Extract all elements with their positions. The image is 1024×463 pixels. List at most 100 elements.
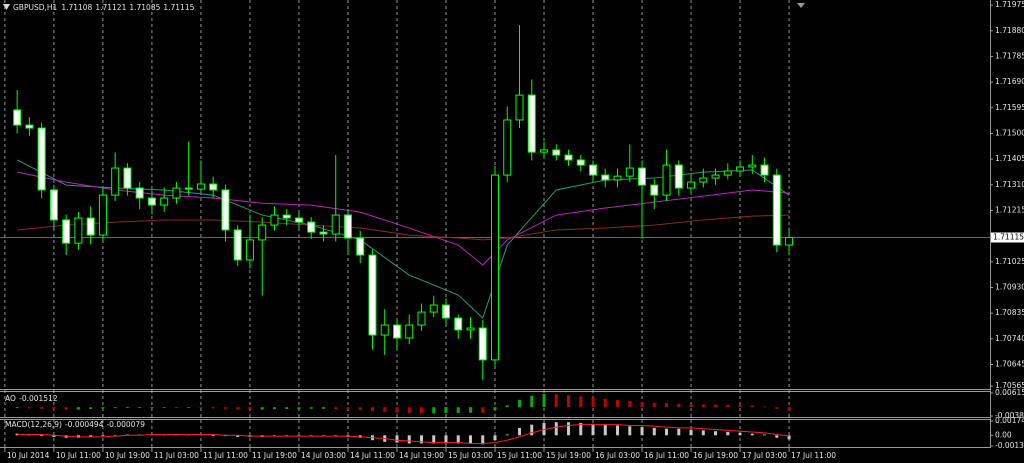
x-tick-label: 17 Jul 03:00 xyxy=(742,451,787,460)
histogram-bar xyxy=(27,407,31,409)
ao-header: AO -0.001512 xyxy=(5,394,58,403)
y-tick-label: 1.71975 xyxy=(995,0,1024,9)
histogram-bar xyxy=(395,435,399,443)
histogram-bar xyxy=(456,435,460,444)
candle-body xyxy=(380,324,389,336)
ao-title: AO xyxy=(5,394,16,403)
x-tick-label: 14 Jul 19:00 xyxy=(399,451,444,460)
candle-body xyxy=(25,124,34,129)
histogram-bar xyxy=(334,407,338,410)
histogram-bar xyxy=(750,405,754,408)
histogram-bar xyxy=(285,407,289,410)
histogram-bar xyxy=(530,424,534,436)
candle-body xyxy=(172,187,181,199)
histogram-bar xyxy=(726,404,730,408)
candle-body xyxy=(37,127,46,191)
histogram-bar xyxy=(738,405,742,408)
histogram-bar xyxy=(211,435,215,437)
histogram-bar xyxy=(652,402,656,408)
histogram-bar xyxy=(652,427,656,436)
y-tick-label: 0.001747 xyxy=(995,416,1024,425)
y-tick-label: -0.00131 xyxy=(995,441,1024,450)
histogram-bar xyxy=(591,423,595,436)
histogram-bar xyxy=(726,432,730,436)
candle-body xyxy=(687,181,696,189)
histogram-bar xyxy=(52,407,56,410)
histogram-bar xyxy=(616,425,620,436)
histogram-bar xyxy=(579,396,583,408)
candle-body xyxy=(466,327,475,331)
histogram-bar xyxy=(346,407,350,410)
candle-body xyxy=(625,167,634,177)
histogram-bar xyxy=(76,407,80,410)
header-high: 1.71121 xyxy=(95,3,126,12)
candle-body xyxy=(711,174,720,179)
candle-body xyxy=(552,149,561,156)
histogram-bar xyxy=(738,432,742,436)
candle-body xyxy=(221,189,230,231)
header-low: 1.71085 xyxy=(129,3,160,12)
candle-body xyxy=(62,219,71,244)
candle-body xyxy=(307,221,316,233)
histogram-bar xyxy=(358,407,362,411)
y-tick-label: 1.71690 xyxy=(995,77,1024,86)
histogram-bar xyxy=(677,403,681,408)
price-marker-label: 1.71115 xyxy=(993,233,1024,242)
candle-body xyxy=(736,166,745,172)
candle-body xyxy=(478,327,487,361)
histogram-bar xyxy=(518,399,522,408)
y-tick-label: 0.00 xyxy=(995,430,1012,439)
candle-body xyxy=(258,224,267,241)
histogram-bar xyxy=(272,407,276,410)
candle-body xyxy=(368,254,377,336)
x-tick-label: 11 Jul 03:00 xyxy=(154,451,199,460)
histogram-bar xyxy=(518,427,522,436)
x-tick-label: 10 Jul 2014 xyxy=(7,451,50,460)
histogram-bar xyxy=(113,407,117,409)
histogram-bar xyxy=(714,431,718,436)
histogram-bar xyxy=(603,424,607,436)
histogram-bar xyxy=(677,428,681,436)
histogram-bar xyxy=(89,435,93,437)
candle-body xyxy=(527,94,536,153)
candle-body xyxy=(772,174,781,246)
histogram-bar xyxy=(628,426,632,436)
histogram-bar xyxy=(432,407,436,414)
histogram-bar xyxy=(125,407,129,408)
histogram-bar xyxy=(775,435,779,438)
header-open: 1.71108 xyxy=(61,3,92,12)
histogram-bar xyxy=(248,407,252,410)
y-tick-label: 1.70645 xyxy=(995,359,1024,368)
candle-body xyxy=(86,217,95,236)
candle-body xyxy=(576,159,585,166)
histogram-bar xyxy=(763,434,767,436)
histogram-bar xyxy=(187,407,191,408)
candle-body xyxy=(564,154,573,161)
candle-body xyxy=(662,164,671,196)
candle-body xyxy=(147,197,156,206)
histogram-bar xyxy=(407,435,411,444)
histogram-bar xyxy=(150,407,154,408)
histogram-bar xyxy=(444,435,448,444)
x-tick-label: 16 Jul 11:00 xyxy=(644,451,689,460)
histogram-bar xyxy=(89,407,93,410)
histogram-bar xyxy=(775,407,779,410)
histogram-bar xyxy=(787,435,791,440)
signal-line xyxy=(17,424,790,444)
macd-header: MACD(12,26,9) -0.000494 -0.000079 xyxy=(5,420,145,429)
y-tick-label: 1.71785 xyxy=(995,51,1024,60)
candle-body xyxy=(601,174,610,181)
x-tick-label: 10 Jul 11:00 xyxy=(56,451,101,460)
menu-icon[interactable] xyxy=(3,4,10,10)
histogram-bar xyxy=(787,407,791,411)
candle-body xyxy=(417,311,426,326)
header-close: 1.71115 xyxy=(163,3,194,12)
histogram-bar xyxy=(52,435,56,437)
histogram-bar xyxy=(554,422,558,436)
histogram-bar xyxy=(701,404,705,408)
candle-body xyxy=(331,214,340,235)
y-tick-label: -0.00382 xyxy=(995,411,1024,420)
x-tick-label: 16 Jul 03:00 xyxy=(595,451,640,460)
candle-body xyxy=(441,304,450,319)
